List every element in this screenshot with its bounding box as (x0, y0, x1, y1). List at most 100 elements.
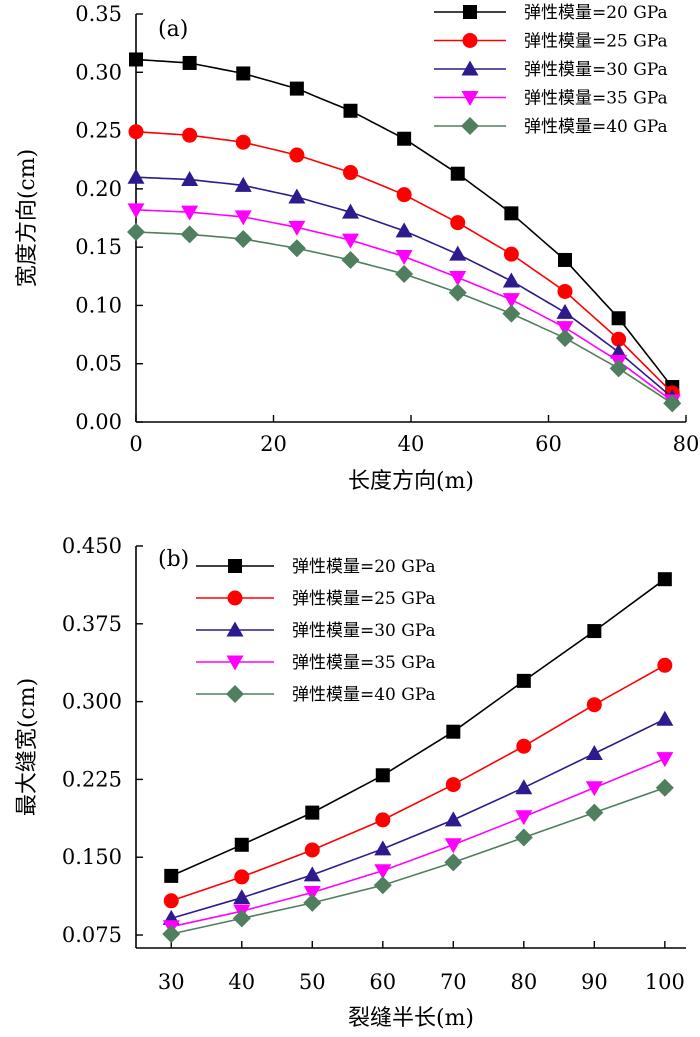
y-tick-label: 0.35 (75, 2, 122, 26)
series-1 (129, 52, 680, 395)
data-point (395, 222, 413, 238)
data-point (609, 359, 628, 378)
legend-marker (461, 60, 479, 76)
y-axis-title: 最大缝宽(cm) (15, 678, 40, 816)
data-point (182, 55, 197, 70)
data-point (163, 893, 179, 909)
data-point (557, 283, 573, 299)
data-point (663, 394, 682, 413)
legend-marker (226, 621, 244, 637)
data-point (234, 229, 253, 248)
data-point (556, 303, 574, 319)
data-point (182, 127, 198, 143)
data-point (343, 103, 358, 118)
data-point (585, 781, 603, 797)
y-tick-label: 0.05 (75, 352, 122, 376)
data-point (556, 329, 574, 348)
data-point (289, 81, 304, 96)
x-tick-label: 100 (645, 970, 685, 994)
series-3 (162, 710, 674, 925)
data-point (162, 924, 181, 943)
data-point (444, 811, 462, 827)
data-point (657, 657, 673, 673)
panel-label: (b) (158, 547, 189, 572)
legend-entry: 弹性模量=30 GPa (434, 60, 668, 80)
panel-label: (a) (158, 17, 188, 42)
series-2 (128, 124, 680, 401)
series-line (170, 578, 666, 877)
legend-marker (462, 33, 478, 48)
data-point (656, 710, 674, 726)
y-tick-label: 0.15 (75, 235, 122, 259)
legend-label: 弹性模量=25 GPa (292, 589, 436, 609)
legend-marker (463, 5, 477, 19)
data-point (515, 779, 533, 795)
series-2 (163, 657, 673, 909)
data-point (375, 812, 391, 828)
legend-marker (461, 91, 479, 106)
legend-entry: 弹性模量=25 GPa (434, 32, 668, 52)
data-point (287, 239, 306, 258)
legend-label: 弹性模量=40 GPa (524, 117, 668, 137)
data-point (503, 246, 519, 262)
series-1 (164, 572, 672, 883)
data-point (611, 331, 627, 347)
data-point (373, 876, 392, 895)
x-axis-title: 裂缝半长(m) (348, 1006, 474, 1031)
x-tick-label: 70 (440, 970, 467, 994)
data-point (450, 166, 465, 181)
data-point (502, 293, 520, 309)
data-point (502, 272, 520, 288)
data-point (449, 245, 467, 261)
data-point (342, 203, 359, 219)
data-point (342, 233, 359, 249)
data-point (450, 215, 466, 231)
x-tick-label: 20 (260, 432, 287, 456)
legend: 弹性模量=20 GPa 弹性模量=25 GPa 弹性模量=30 GPa 弹性模量=35… (434, 3, 668, 137)
legend-entry: 弹性模量=35 GPa (434, 89, 668, 109)
legend-label: 弹性模量=30 GPa (292, 621, 436, 641)
data-point (444, 853, 463, 872)
series-3 (127, 168, 681, 405)
legend-label: 弹性模量=35 GPa (292, 653, 436, 673)
series-line (135, 176, 673, 399)
y-tick-label: 0.150 (62, 845, 122, 869)
legend: 弹性模量=20 GPa 弹性模量=25 GPa 弹性模量=30 GPa 弹性模量=35… (196, 557, 436, 705)
data-point (374, 864, 392, 880)
legend-label: 弹性模量=40 GPa (292, 685, 436, 705)
data-point (657, 572, 672, 587)
data-point (164, 868, 179, 883)
legend-marker (226, 655, 244, 671)
y-tick-label: 0.075 (62, 923, 122, 947)
data-point (303, 893, 322, 912)
data-point (234, 176, 252, 192)
data-point (232, 909, 251, 928)
data-point (304, 842, 320, 858)
x-tick-label: 60 (535, 432, 562, 456)
y-tick-label: 0.225 (62, 767, 122, 791)
data-point (233, 889, 251, 905)
data-point (127, 222, 145, 241)
series-line (171, 786, 666, 935)
data-point (585, 803, 604, 822)
data-point (234, 210, 252, 226)
data-point (656, 752, 674, 768)
data-point (234, 837, 249, 852)
data-point (127, 168, 145, 184)
data-point (236, 66, 251, 81)
legend-entry: 弹性模量=40 GPa (434, 117, 668, 137)
data-point (288, 220, 306, 236)
data-point (445, 777, 461, 793)
legend-entry: 弹性模量=20 GPa (434, 3, 668, 23)
series-5 (127, 222, 682, 413)
data-point (610, 343, 628, 359)
data-point (127, 203, 145, 219)
panel-b-chart: 0.075 0.150 0.225 0.300 0.375 0.450 30 40 50 60 70… (15, 534, 686, 1031)
data-point (556, 321, 574, 337)
series-line (171, 718, 666, 920)
data-point (585, 744, 603, 760)
data-point (289, 147, 305, 163)
data-point (516, 673, 531, 688)
y-tick-label: 0.375 (62, 612, 122, 636)
